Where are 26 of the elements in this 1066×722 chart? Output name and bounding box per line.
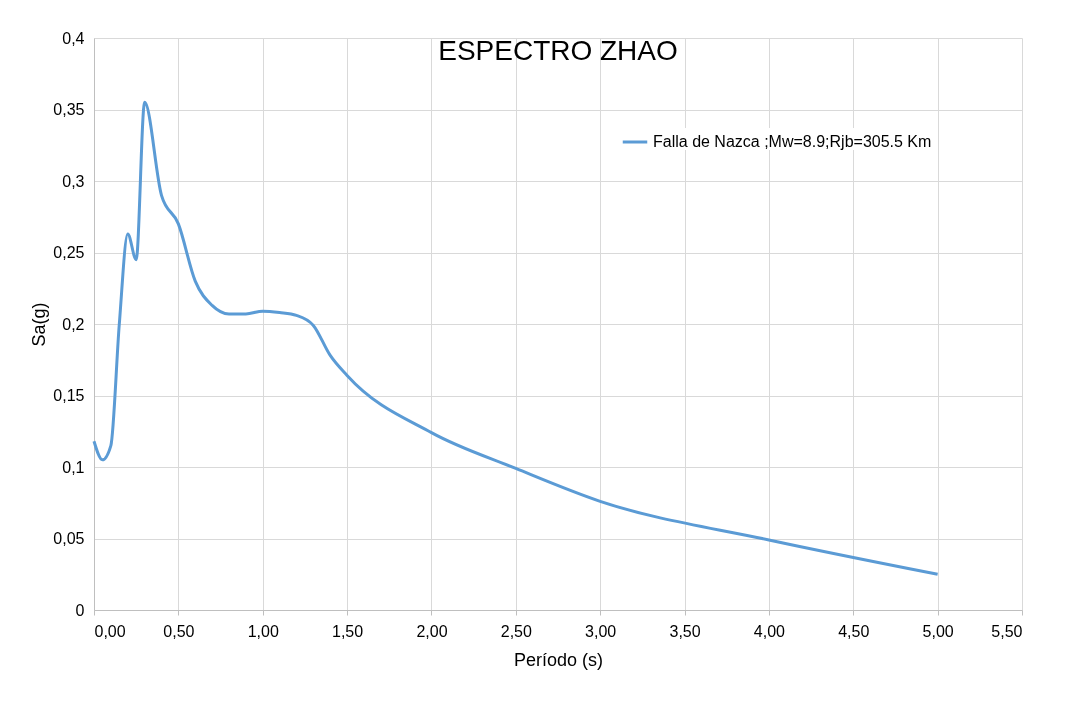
x-axis-title: Período (s) xyxy=(513,649,604,670)
x-tick-label: 0,50 xyxy=(163,622,195,640)
y-axis-title: Sa(g) xyxy=(29,302,50,347)
x-tick-label: 1,00 xyxy=(247,622,279,640)
x-tick-label: 5,50 xyxy=(991,622,1023,640)
x-tick-label: 3,50 xyxy=(669,622,701,640)
y-tick-label: 0,05 xyxy=(53,530,85,547)
x-tick-label: 2,50 xyxy=(500,622,532,640)
x-tick-label: 4,00 xyxy=(753,622,786,640)
y-tick-label: 0,25 xyxy=(53,244,85,261)
x-tick-label: 5,00 xyxy=(922,622,954,640)
x-tick-label: 3,00 xyxy=(585,622,617,640)
chart-title: ESPECTRO ZHAO xyxy=(438,35,678,66)
y-tick-label: 0,3 xyxy=(62,172,85,190)
y-tick-label: 0,1 xyxy=(62,458,85,476)
y-tick-label: 0,35 xyxy=(53,101,85,118)
y-tick-label: 0 xyxy=(75,601,85,619)
y-tick-label: 0,4 xyxy=(62,29,85,47)
x-tick-label: 0,00 xyxy=(94,622,126,640)
x-tick-label: 4,50 xyxy=(838,622,870,640)
y-tick-label: 0,15 xyxy=(53,387,85,404)
y-tick-label: 0,2 xyxy=(62,315,85,333)
legend-label: Falla de Nazca ;Mw=8.9;Rjb=305.5 Km xyxy=(653,133,932,150)
x-tick-label: 2,00 xyxy=(416,622,448,640)
x-tick-label: 1,50 xyxy=(332,622,364,640)
line-series xyxy=(92,100,940,576)
